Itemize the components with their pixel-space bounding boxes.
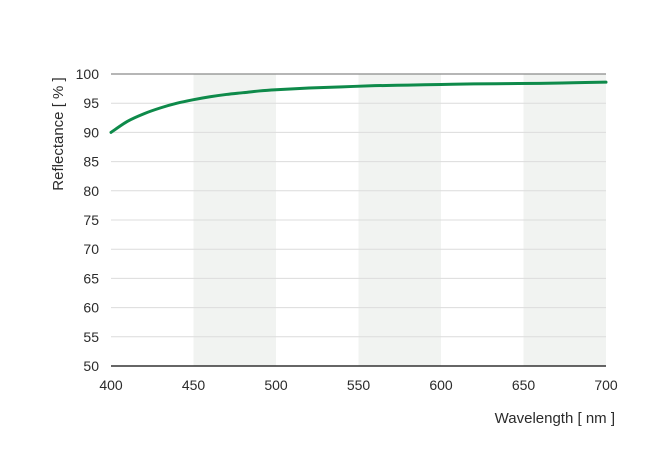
y-tick-label: 90 — [83, 124, 99, 140]
gridlines — [111, 73, 606, 338]
x-tick-label: 600 — [429, 377, 453, 393]
x-tick-label: 500 — [264, 377, 288, 393]
reflectance-line — [109, 80, 608, 134]
y-tick-label: 65 — [83, 270, 99, 286]
x-tick-labels: 400 450 500 550 600 650 700 — [99, 377, 618, 393]
x-tick-label: 450 — [182, 377, 206, 393]
y-tick-label: 95 — [83, 95, 99, 111]
x-tick-label: 550 — [347, 377, 371, 393]
y-tick-label: 85 — [83, 154, 99, 170]
y-tick-label: 55 — [83, 329, 99, 345]
y-tick-label: 80 — [83, 183, 99, 199]
y-tick-label: 50 — [83, 358, 99, 374]
x-tick-label: 650 — [512, 377, 536, 393]
series-layer — [109, 80, 608, 134]
x-tick-label: 700 — [594, 377, 618, 393]
y-tick-label: 60 — [83, 300, 99, 316]
y-axis-label: Reflectance [ % ] — [50, 77, 67, 190]
y-tick-label: 100 — [76, 66, 100, 82]
x-tick-label: 400 — [99, 377, 123, 393]
x-axis-label: Wavelength [ nm ] — [495, 410, 615, 427]
y-tick-label: 70 — [83, 241, 99, 257]
y-tick-labels: 50 55 60 65 70 75 80 85 90 95 100 — [76, 66, 100, 374]
y-tick-label: 75 — [83, 212, 99, 228]
